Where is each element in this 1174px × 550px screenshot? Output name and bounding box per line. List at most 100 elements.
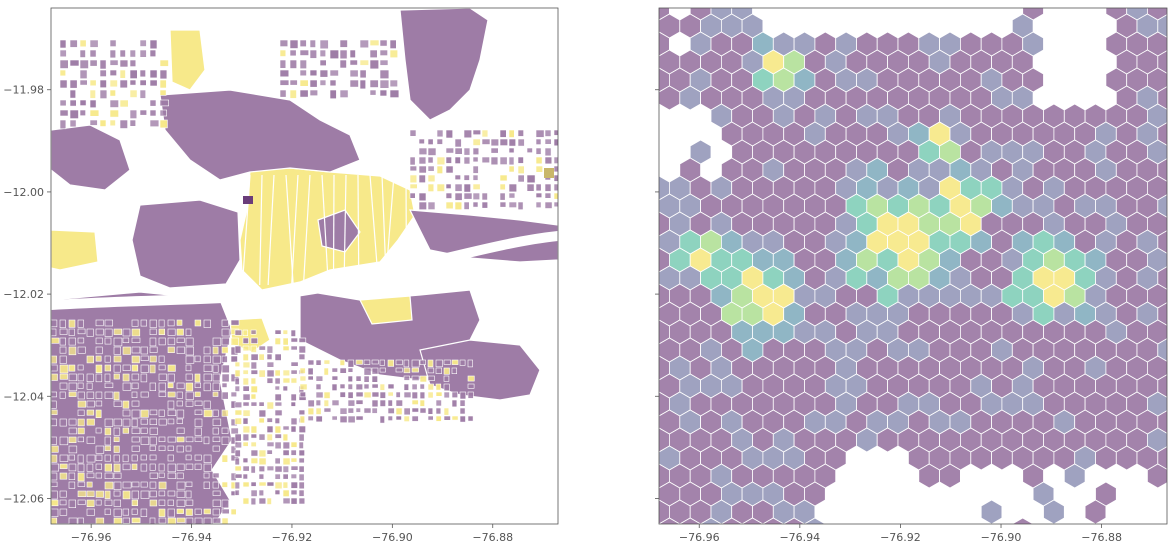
map-parcel [89, 59, 98, 67]
map-parcel [435, 415, 442, 422]
hex-cell [1168, 212, 1174, 236]
map-parcel [379, 391, 386, 399]
map-parcel [282, 385, 288, 392]
map-parcel [194, 391, 201, 397]
map-parcel [282, 345, 290, 351]
map-parcel [212, 346, 219, 355]
hex-cell [1011, 517, 1034, 524]
x-tick-label: −76.90 [981, 531, 1022, 544]
map-parcel [51, 445, 59, 453]
map-parcel [95, 355, 102, 362]
map-parcel [258, 449, 267, 458]
map-parcel [242, 417, 249, 425]
map-parcel [59, 436, 69, 446]
map-parcel [435, 359, 443, 368]
map-parcel [51, 436, 57, 445]
map-parcel [69, 89, 76, 99]
map-parcel [274, 481, 283, 490]
map-parcel [250, 345, 257, 353]
map-parcel [472, 183, 481, 190]
map-parcel [99, 119, 107, 127]
map-parcel [194, 409, 203, 415]
map-parcel [319, 79, 327, 86]
map-parcel [290, 425, 297, 433]
map-parcel [379, 79, 390, 89]
map-parcel [159, 99, 169, 107]
map-parcel [158, 499, 166, 506]
map-parcel [59, 355, 67, 364]
map-parcel [395, 391, 401, 398]
map-parcel [59, 328, 68, 335]
map-parcel [403, 375, 410, 381]
map-parcel [299, 89, 309, 98]
map-parcel [258, 433, 266, 441]
map-parcel [298, 449, 305, 457]
map-parcel [282, 449, 290, 456]
map-parcel [176, 490, 186, 498]
map-polygon [317, 209, 361, 253]
map-parcel [131, 508, 138, 515]
map-parcel [68, 454, 75, 461]
hex-cell [659, 8, 670, 21]
map-parcel [454, 192, 463, 201]
map-parcel [508, 156, 515, 166]
street-line [321, 174, 329, 286]
map-parcel [51, 400, 57, 409]
map-parcel [176, 463, 185, 471]
map-parcel [149, 418, 157, 425]
map-parcel [443, 407, 450, 416]
map-polygon [131, 199, 241, 289]
map-parcel [212, 382, 220, 391]
map-parcel [526, 147, 533, 153]
map-parcel [59, 49, 67, 58]
map-parcel [109, 69, 117, 76]
map-parcel [95, 463, 102, 470]
map-parcel [419, 383, 425, 390]
map-parcel [113, 346, 121, 355]
map-parcel [298, 457, 305, 464]
map-parcel [167, 391, 176, 398]
map-parcel [212, 517, 221, 524]
map-parcel [454, 147, 463, 155]
map-parcel [290, 473, 297, 479]
map-parcel [113, 508, 122, 517]
map-parcel [427, 407, 434, 415]
map-parcel [149, 319, 157, 328]
map-parcel [387, 359, 394, 367]
map-parcel [427, 147, 437, 156]
map-parcel [119, 119, 128, 129]
map-parcel [95, 373, 103, 383]
map-parcel [77, 373, 84, 382]
map-parcel [140, 427, 148, 434]
map-parcel [298, 409, 306, 416]
map-parcel [59, 337, 66, 346]
map-parcel [307, 415, 314, 421]
map-parcel [315, 359, 322, 366]
map-polygon [51, 124, 131, 191]
map-parcel [234, 409, 243, 416]
map-parcel [298, 465, 305, 473]
map-parcel [266, 417, 273, 423]
map-parcel [419, 391, 426, 399]
map-parcel [282, 433, 289, 442]
map-parcel [203, 355, 211, 364]
map-parcel [176, 517, 186, 523]
map-parcel [266, 353, 273, 360]
map-parcel [59, 373, 68, 380]
map-parcel [86, 490, 95, 497]
map-parcel [194, 319, 202, 327]
map-parcel [274, 385, 280, 391]
map-parcel [309, 79, 318, 88]
map-parcel [349, 49, 356, 58]
street-line [241, 174, 251, 286]
map-parcel [104, 481, 114, 490]
map-parcel [459, 391, 467, 400]
map-parcel [234, 345, 242, 354]
map-parcel [242, 473, 248, 480]
left-map [51, 8, 558, 524]
map-parcel [149, 472, 158, 479]
map-parcel [212, 436, 221, 442]
map-parcel [194, 517, 203, 524]
map-parcel [298, 425, 306, 433]
map-parcel [140, 436, 150, 445]
